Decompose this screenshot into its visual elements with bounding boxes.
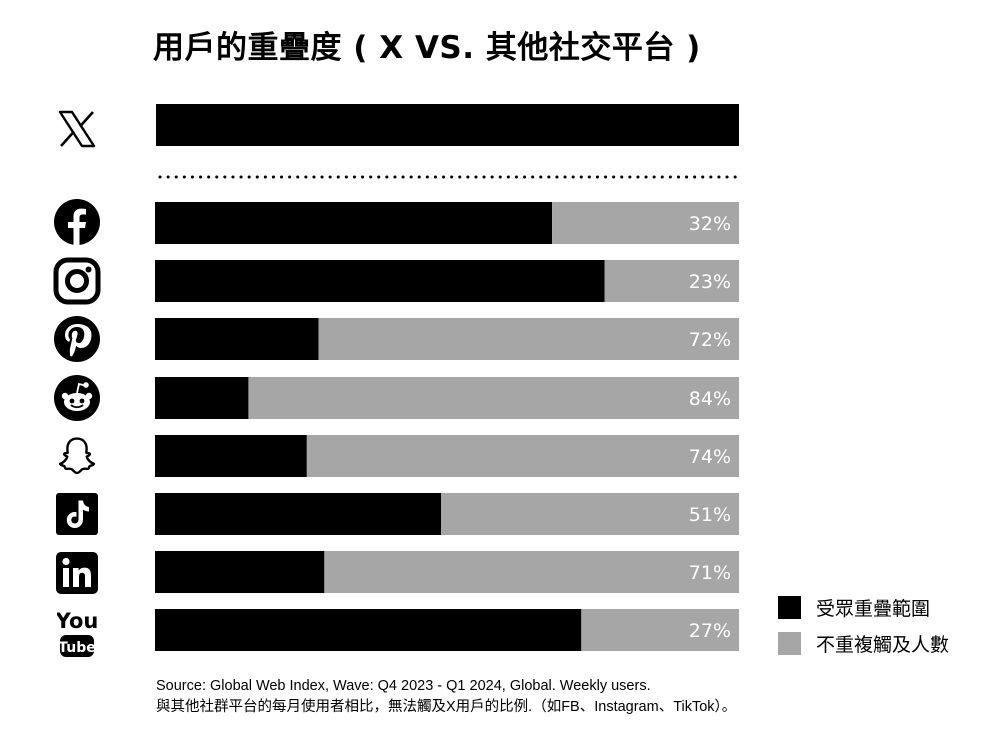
bar-label-facebook: 32% — [689, 213, 731, 235]
bar-overlap-pinterest — [155, 318, 319, 360]
bar-overlap-snapchat — [155, 435, 307, 477]
bar-unique-linkedin — [324, 551, 739, 593]
facebook-icon — [50, 197, 104, 247]
x-logo-icon — [50, 104, 104, 154]
source-note: Source: Global Web Index, Wave: Q4 2023 … — [156, 676, 736, 718]
bar-unique-tiktok — [441, 493, 739, 535]
legend-swatch-unique — [778, 631, 801, 655]
bar-overlap-reddit — [155, 377, 249, 419]
svg-text:Tube: Tube — [58, 640, 96, 656]
bar-label-snapchat: 74% — [689, 446, 731, 468]
bar-label-pinterest: 72% — [689, 329, 731, 351]
instagram-icon — [50, 256, 104, 306]
bar-label-tiktok: 51% — [689, 504, 731, 526]
bar-overlap-tiktok — [155, 493, 442, 535]
bar-overlap-youtube — [155, 609, 582, 651]
legend: 受眾重疊範圍 不重複觸及人數 — [778, 592, 949, 664]
tiktok-icon — [50, 489, 104, 539]
bar-overlap-facebook — [155, 202, 553, 244]
legend-label-overlap: 受眾重疊範圍 — [816, 597, 931, 620]
pinterest-icon — [50, 314, 104, 364]
bar-label-reddit: 84% — [689, 388, 731, 410]
bar-x-reference — [156, 104, 739, 146]
legend-swatch-overlap — [778, 595, 801, 619]
svg-text:You: You — [57, 609, 97, 633]
bar-unique-youtube — [581, 609, 739, 651]
source-line-2: 與其他社群平台的每月使用者相比，無法觸及X用戶的比例.（如FB、Instagra… — [156, 699, 737, 715]
chart-title: 用戶的重疊度 ( X VS. 其他社交平台 ) — [153, 30, 701, 66]
reddit-icon — [50, 373, 104, 423]
bar-unique-instagram — [604, 260, 739, 302]
legend-item-unique: 不重複觸及人數 — [778, 628, 949, 658]
bar-overlap-instagram — [155, 260, 605, 302]
bar-unique-pinterest — [318, 318, 739, 360]
bar-unique-snapchat — [306, 435, 739, 477]
legend-label-unique: 不重複觸及人數 — [816, 633, 950, 656]
youtube-icon: You Tube — [50, 604, 104, 660]
bar-label-instagram: 23% — [689, 271, 731, 293]
source-line-1: Source: Global Web Index, Wave: Q4 2023 … — [156, 678, 651, 694]
bar-overlap-linkedin — [155, 551, 325, 593]
legend-item-overlap: 受眾重疊範圍 — [778, 592, 949, 622]
bar-unique-reddit — [248, 377, 739, 419]
bar-unique-facebook — [552, 202, 739, 244]
bar-label-youtube: 27% — [689, 620, 731, 642]
linkedin-icon — [50, 548, 104, 598]
snapchat-icon — [50, 431, 104, 481]
bar-label-linkedin: 71% — [689, 562, 731, 584]
